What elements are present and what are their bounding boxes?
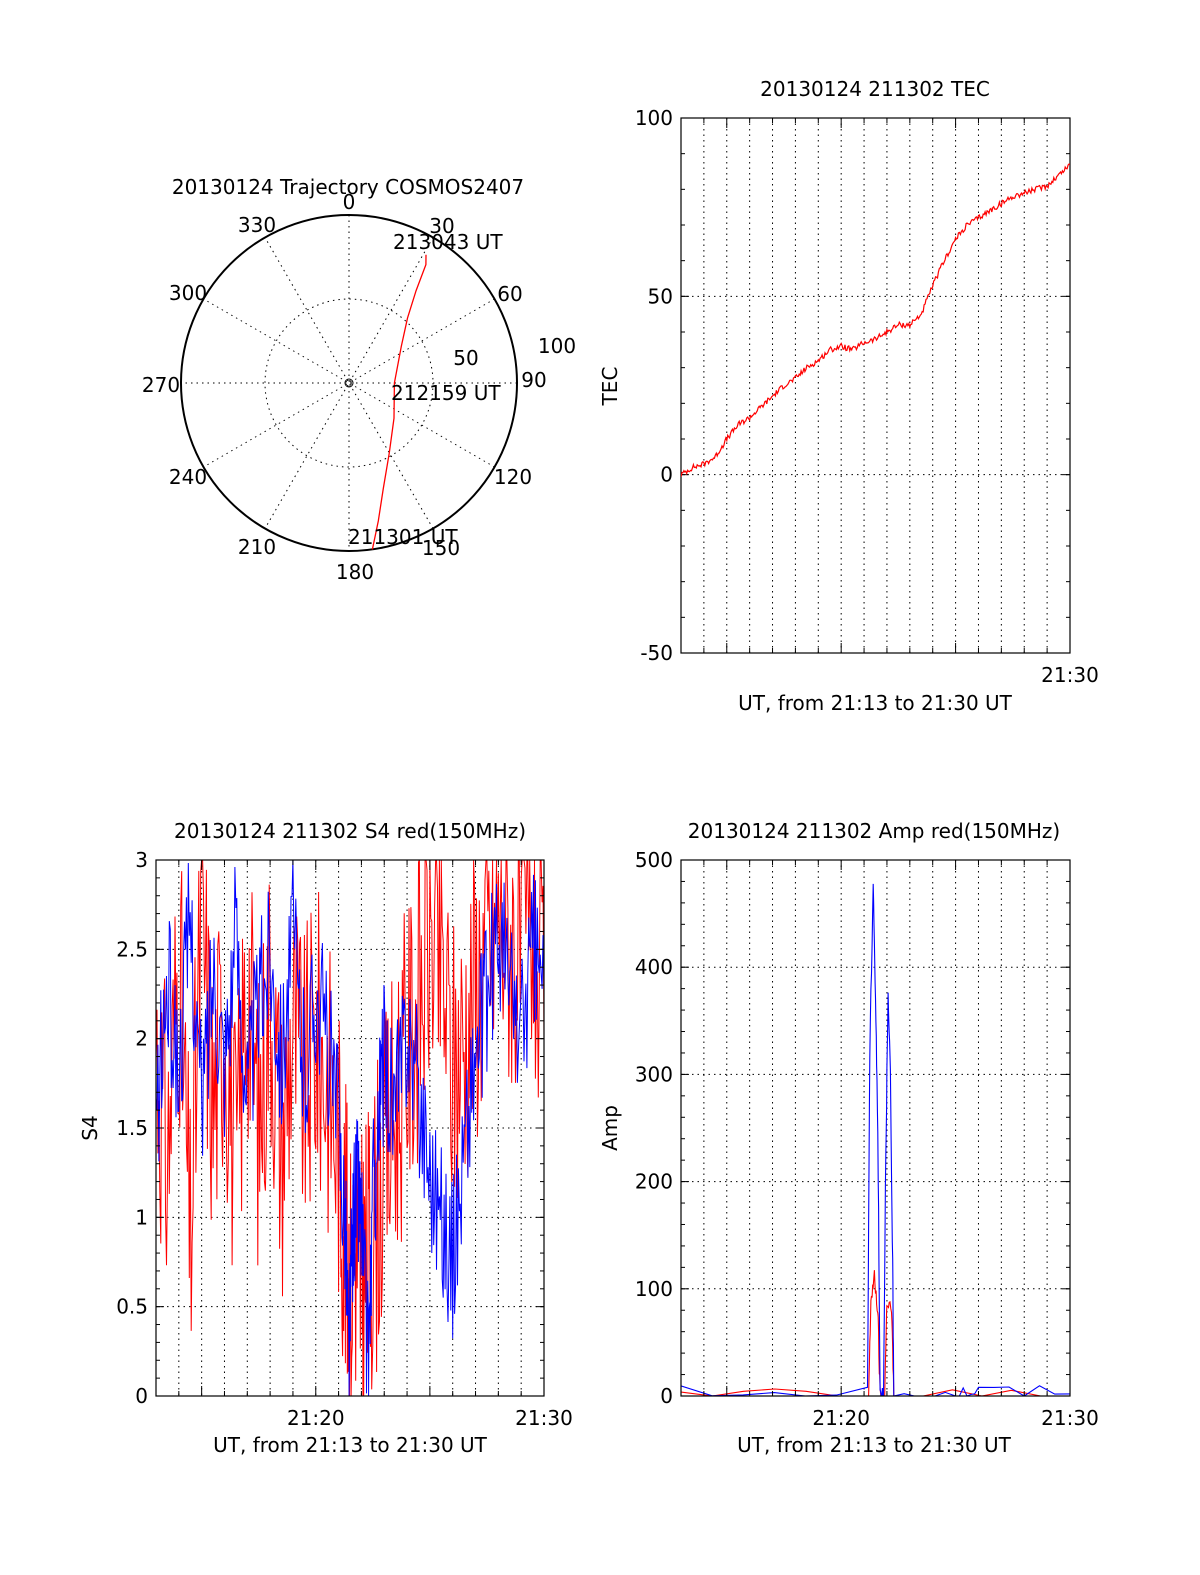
- s4-ytick-labels: 0 0.5 1 1.5 2 2.5 3: [116, 848, 148, 1408]
- s4-panel: 20130124 211302 S4 red(150MHz) 0 0.5 1 1.5 2…: [78, 819, 573, 1457]
- amp-plot-frame: [680, 859, 1071, 1397]
- ytick-label: 0: [135, 1384, 148, 1408]
- tec-xtick-labels: 21:30: [1041, 663, 1099, 687]
- polar-angle-labels: 0 30 60 90 120 150 180 210 240 270 300 330: [142, 190, 547, 584]
- polar-angle-label: 180: [336, 560, 374, 584]
- xtick-label: 21:30: [1041, 1406, 1099, 1430]
- xtick-label: 21:20: [812, 1406, 870, 1430]
- amp-xlabel: UT, from 21:13 to 21:30 UT: [737, 1433, 1012, 1457]
- polar-angle-label: 90: [521, 368, 546, 392]
- s4-xlabel: UT, from 21:13 to 21:30 UT: [213, 1433, 488, 1457]
- ytick-label: 2: [135, 1027, 148, 1051]
- trajectory-panel: 20130124 Trajectory COSMOS2407 0 30 60 90 12…: [142, 175, 576, 584]
- tec-plot-frame: [680, 117, 1071, 654]
- polar-center-mark: [344, 378, 354, 388]
- polar-radial-label-100: 100: [538, 334, 576, 358]
- ytick-label: 0: [660, 1384, 673, 1408]
- amp-series: [681, 883, 1070, 1396]
- polar-angle-label: 120: [494, 465, 532, 489]
- amp-ytick-labels: 0 100 200 300 400 500: [635, 848, 673, 1408]
- tec-ytick-labels: -50 0 50 100: [635, 106, 673, 665]
- ytick-label: 400: [635, 955, 673, 979]
- polar-spoke: [264, 237, 434, 529]
- tec-series: [681, 163, 1070, 477]
- tec-title: 20130124 211302 TEC: [760, 77, 990, 101]
- amp-ylabel: Amp: [598, 1105, 622, 1151]
- trajectory-line: [371, 254, 427, 550]
- ytick-label: 50: [648, 284, 673, 308]
- polar-angle-label: 0: [343, 190, 356, 214]
- trajectory-title: 20130124 Trajectory COSMOS2407: [172, 175, 524, 199]
- xtick-label: 21:20: [287, 1406, 345, 1430]
- polar-angle-label: 300: [169, 281, 207, 305]
- polar-angle-label: 210: [238, 535, 276, 559]
- ytick-label: -50: [640, 641, 673, 665]
- polar-radial-label-50: 50: [453, 346, 478, 370]
- s4-xtick-labels: 21:20 21:30: [287, 1406, 573, 1430]
- ytick-label: 0.5: [116, 1295, 148, 1319]
- ytick-label: 500: [635, 848, 673, 872]
- xtick-label: 21:30: [515, 1406, 573, 1430]
- polar-spoke: [264, 237, 434, 529]
- ytick-label: 0: [660, 463, 673, 487]
- polar-spoke: [203, 298, 495, 468]
- trajectory-annotation-end: 213043 UT: [393, 230, 503, 254]
- s4-ticks: [155, 859, 545, 1397]
- polar-spoke: [203, 298, 495, 468]
- ytick-label: 1: [135, 1205, 148, 1229]
- polar-angle-label: 330: [238, 213, 276, 237]
- polar-angle-label: 270: [142, 373, 180, 397]
- s4-ylabel: S4: [78, 1115, 102, 1140]
- tec-grid: [681, 118, 1070, 653]
- s4-title: 20130124 211302 S4 red(150MHz): [174, 819, 526, 843]
- tec-ylabel: TEC: [598, 367, 622, 407]
- tec-xlabel: UT, from 21:13 to 21:30 UT: [738, 691, 1013, 715]
- amp-grid: [681, 860, 1070, 1396]
- ytick-label: 3: [135, 848, 148, 872]
- s4-series-line: [156, 860, 544, 1396]
- ytick-label: 2.5: [116, 937, 148, 961]
- polar-angle-label: 60: [497, 282, 522, 306]
- polar-angle-label: 30: [429, 214, 454, 238]
- polar-angle-label: 150: [422, 536, 460, 560]
- ytick-label: 100: [635, 106, 673, 130]
- xtick-label: 21:30: [1041, 663, 1099, 687]
- trajectory-annotation-start: 211301 UT: [348, 525, 458, 549]
- tec-series-line: [681, 163, 1070, 477]
- amp-series-line: [681, 883, 1070, 1396]
- amp-panel: 20130124 211302 Amp red(150MHz) 0 100 200 3…: [598, 819, 1099, 1457]
- s4-series: [156, 860, 544, 1396]
- amp-ticks: [680, 859, 1071, 1397]
- amp-xtick-labels: 21:20 21:30: [812, 1406, 1098, 1430]
- ytick-label: 200: [635, 1170, 673, 1194]
- ytick-label: 100: [635, 1277, 673, 1301]
- amp-title: 20130124 211302 Amp red(150MHz): [688, 819, 1060, 843]
- trajectory-annotation-mid: 212159 UT: [391, 381, 501, 405]
- tec-ticks: [680, 117, 1071, 654]
- ytick-label: 300: [635, 1062, 673, 1086]
- ytick-label: 1.5: [116, 1116, 148, 1140]
- polar-spokes: [181, 215, 517, 551]
- polar-angle-label: 240: [169, 465, 207, 489]
